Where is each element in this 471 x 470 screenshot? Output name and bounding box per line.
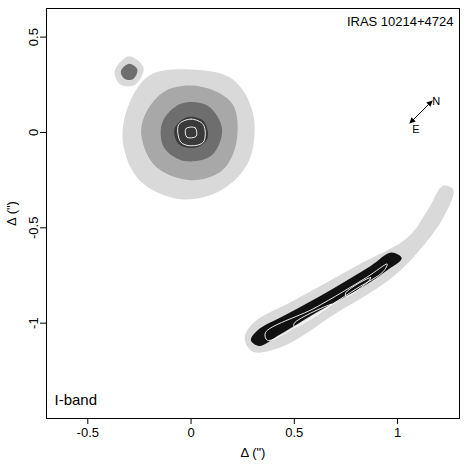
svg-text:0: 0 xyxy=(26,129,41,136)
svg-text:0.5: 0.5 xyxy=(26,28,41,46)
svg-text:0: 0 xyxy=(187,425,194,440)
svg-text:I-band: I-band xyxy=(55,391,98,408)
svg-text:-0.5: -0.5 xyxy=(77,425,99,440)
svg-text:IRAS 10214+4724: IRAS 10214+4724 xyxy=(347,14,454,29)
svg-text:Δ ("): Δ (") xyxy=(4,201,19,226)
svg-text:-0.5: -0.5 xyxy=(26,217,41,239)
svg-text:E: E xyxy=(412,123,419,135)
svg-text:0.5: 0.5 xyxy=(285,425,303,440)
svg-text:Δ ("): Δ (") xyxy=(241,445,266,460)
svg-text:-1: -1 xyxy=(26,317,41,329)
svg-text:N: N xyxy=(432,95,440,107)
svg-text:1: 1 xyxy=(394,425,401,440)
